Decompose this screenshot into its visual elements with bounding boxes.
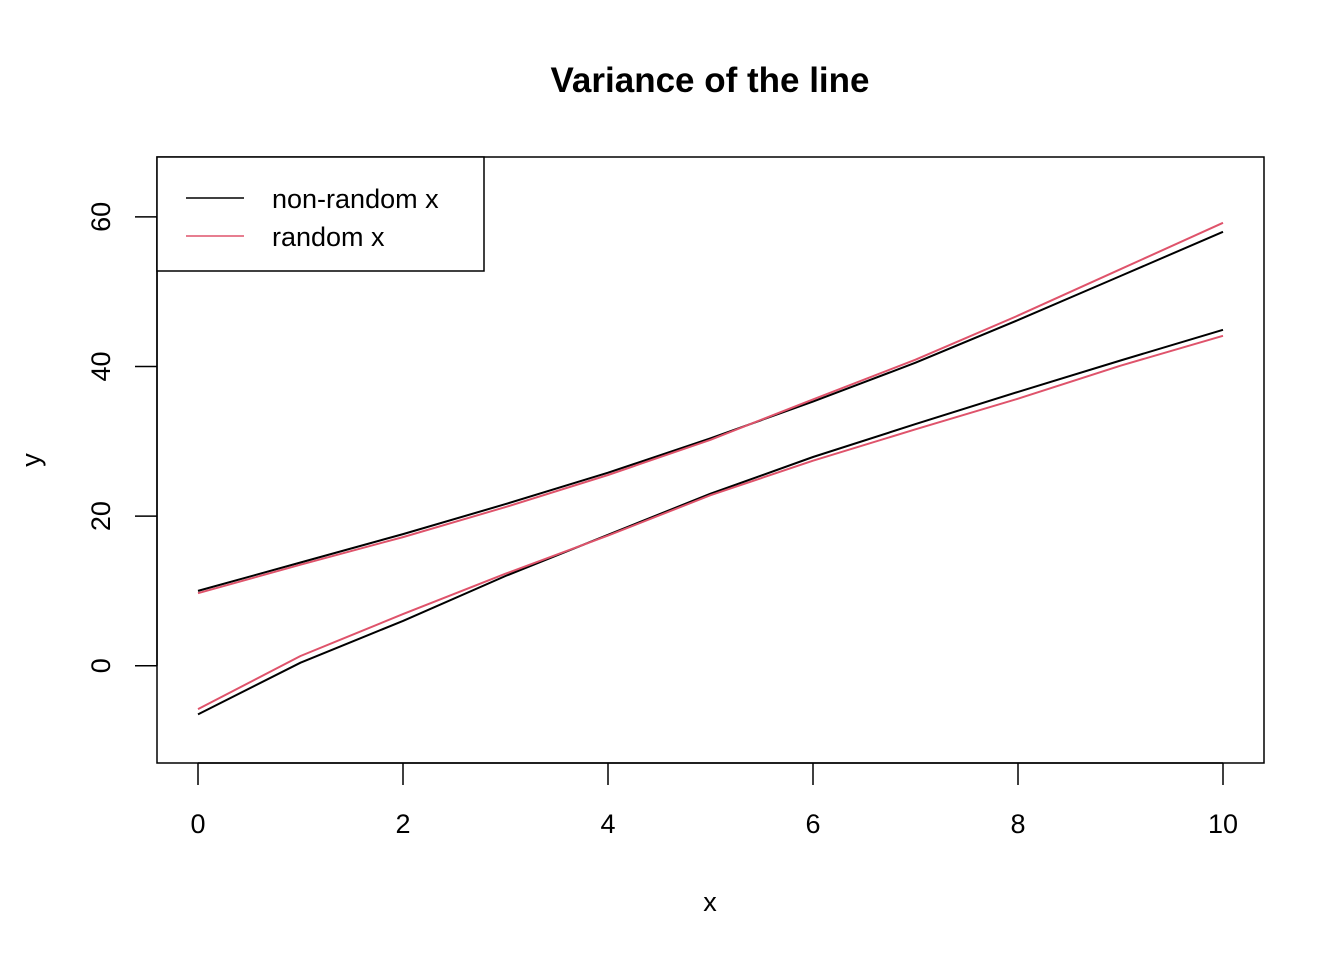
y-tick-label: 40 — [86, 351, 116, 381]
x-tick-label: 4 — [600, 809, 615, 839]
x-tick-label: 2 — [395, 809, 410, 839]
series-line-random-x — [198, 223, 1223, 593]
y-tick-label: 60 — [86, 202, 116, 232]
x-axis-label: x — [703, 887, 717, 917]
series-layer — [198, 223, 1223, 715]
legend-label-random-x: random x — [272, 222, 385, 252]
x-tick-label: 10 — [1208, 809, 1238, 839]
x-axis: 0 2 4 6 8 10 — [190, 763, 1238, 839]
x-tick-label: 8 — [1010, 809, 1025, 839]
legend-label-non-random-x: non-random x — [272, 184, 439, 214]
x-tick-label: 6 — [805, 809, 820, 839]
y-axis-label: y — [16, 453, 46, 467]
chart-title: Variance of the line — [551, 61, 870, 100]
series-line-random-x — [198, 336, 1223, 709]
x-tick-label: 0 — [190, 809, 205, 839]
y-tick-label: 0 — [86, 658, 116, 673]
y-axis: 0 20 40 60 — [86, 202, 157, 673]
series-line-non-random-x — [198, 330, 1223, 715]
legend: non-random x random x — [157, 157, 484, 271]
y-tick-label: 20 — [86, 501, 116, 531]
series-line-non-random-x — [198, 232, 1223, 591]
legend-box — [157, 157, 484, 271]
